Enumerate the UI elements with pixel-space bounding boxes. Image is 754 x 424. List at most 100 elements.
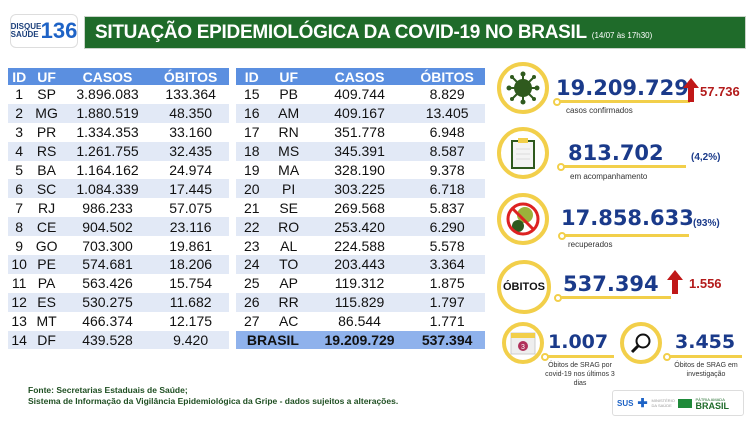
table-cell: 2 bbox=[8, 103, 31, 123]
table-cell: 24.974 bbox=[169, 162, 213, 178]
table-cell: 1.164.162 bbox=[76, 162, 139, 178]
column-header: ID bbox=[236, 68, 268, 85]
deaths-value: 537.394 bbox=[563, 272, 659, 296]
table-header: ID UF CASOS ÓBITOS bbox=[8, 68, 229, 85]
table-cell: 23 bbox=[243, 237, 260, 254]
table-row: 24 TO 203.443 3.364 bbox=[236, 255, 485, 274]
table-cell: 1.084.339 bbox=[62, 179, 153, 199]
table-row: 11 PA 563.426 15.754 bbox=[8, 274, 229, 293]
table-row: 4 RS 1.261.755 32.435 bbox=[8, 141, 229, 161]
logo-line1: DISQUE bbox=[10, 22, 42, 31]
table-cell: 20 bbox=[236, 179, 268, 199]
recovered-label: recuperados bbox=[568, 240, 613, 249]
table-cell: 11.682 bbox=[152, 292, 229, 312]
table-cell: RS bbox=[30, 141, 63, 161]
table-cell: 530.275 bbox=[62, 292, 153, 312]
table-cell: 1 bbox=[15, 86, 24, 103]
table-cell: MT bbox=[36, 313, 57, 330]
table-cell: 6 bbox=[8, 179, 31, 199]
table-cell: 17 bbox=[243, 124, 260, 141]
table-cell: 27 bbox=[243, 313, 260, 330]
table-cell: PE bbox=[30, 255, 63, 274]
deaths-badge: ÓBITOS bbox=[497, 260, 551, 314]
table-cell: PI bbox=[267, 179, 310, 199]
table-cell: 986.233 bbox=[82, 199, 133, 216]
table-cell: 563.426 bbox=[82, 275, 133, 292]
table-cell: 25 bbox=[243, 275, 260, 292]
ministry-logo: MINISTÉRIO DA SAÚDE bbox=[651, 398, 675, 408]
srag-recent-value: 1.007 bbox=[548, 331, 609, 353]
table-cell: AP bbox=[279, 275, 299, 292]
table-cell: 119.312 bbox=[334, 275, 385, 292]
total-label: BRASIL bbox=[236, 330, 310, 350]
table-cell: RR bbox=[267, 292, 310, 312]
column-header: CASOS bbox=[62, 68, 153, 85]
table-cell: 13.405 bbox=[409, 103, 485, 123]
table-cell: 1.797 bbox=[409, 292, 485, 312]
table-cell: 8 bbox=[8, 217, 31, 237]
table-cell: 345.391 bbox=[309, 141, 410, 161]
table-cell: 86.544 bbox=[338, 313, 381, 330]
total-obitos: 537.394 bbox=[409, 330, 485, 350]
confirmed-label: casos confirmados bbox=[566, 106, 633, 115]
table-row: 18 MS 345.391 8.587 bbox=[236, 141, 485, 161]
table-cell: ES bbox=[30, 292, 63, 312]
table-cell: 9.420 bbox=[152, 330, 229, 350]
calendar-day: 3 bbox=[521, 344, 525, 351]
table-header: ID UF CASOS ÓBITOS bbox=[236, 68, 485, 85]
government-logos: SUS ✚ MINISTÉRIO DA SAÚDE PÁTRIA AMADA BR… bbox=[612, 390, 744, 416]
monitoring-percent: (4,2%) bbox=[691, 152, 721, 163]
table-cell: BA bbox=[37, 162, 56, 178]
table-row: 3 PR 1.334.353 33.160 bbox=[8, 123, 229, 142]
srag-investigation-label: Óbitos de SRAG em investigação bbox=[674, 362, 738, 378]
table-cell: MS bbox=[267, 141, 310, 161]
footer-line1: Fonte: Secretarias Estaduais de Saúde; bbox=[28, 385, 188, 395]
increase-arrow-icon bbox=[667, 270, 683, 294]
table-cell: 12 bbox=[8, 292, 31, 312]
table-cell: 351.778 bbox=[334, 124, 385, 141]
table-cell: 19 bbox=[243, 162, 260, 178]
recovered-percent: (93%) bbox=[693, 218, 720, 229]
table-row: 8 CE 904.502 23.116 bbox=[8, 217, 229, 237]
table-cell: 13 bbox=[11, 313, 27, 330]
confirmed-value: 19.209.729 bbox=[556, 76, 689, 100]
column-header: CASOS bbox=[309, 68, 410, 85]
table-row: 27 AC 86.544 1.771 bbox=[236, 312, 485, 331]
table-cell: 18 bbox=[236, 141, 268, 161]
table-cell: 8.829 bbox=[429, 86, 465, 103]
increase-arrow-icon bbox=[683, 78, 699, 102]
table-cell: 1.771 bbox=[429, 313, 465, 330]
table-cell: CE bbox=[30, 217, 63, 237]
table-cell: PA bbox=[37, 275, 56, 292]
clipboard-icon bbox=[497, 127, 549, 179]
table-row: 22 RO 253.420 6.290 bbox=[236, 217, 485, 237]
table-cell: GO bbox=[35, 237, 58, 254]
table-cell: 1.334.353 bbox=[76, 124, 139, 141]
column-header: ID bbox=[8, 68, 31, 85]
deaths-increase: 1.556 bbox=[689, 276, 722, 291]
table-cell: 12.175 bbox=[169, 313, 213, 330]
total-casos: 19.209.729 bbox=[309, 330, 410, 350]
table-row: 26 RR 115.829 1.797 bbox=[236, 292, 485, 312]
table-cell: 8.587 bbox=[409, 141, 485, 161]
column-header: ÓBITOS bbox=[152, 68, 229, 85]
column-header: UF bbox=[30, 68, 63, 85]
table-cell: 466.374 bbox=[82, 313, 133, 330]
table-row: 13 MT 466.374 12.175 bbox=[8, 312, 229, 331]
table-cell: 23.116 bbox=[152, 217, 229, 237]
table-cell: 18.206 bbox=[152, 255, 229, 274]
states-table-left: ID UF CASOS ÓBITOS 1 SP 3.896.083 133.364 2 MG 1.8… bbox=[8, 68, 229, 350]
table-cell: MG bbox=[30, 103, 63, 123]
virus-icon bbox=[497, 62, 549, 114]
table-cell: 303.225 bbox=[309, 179, 410, 199]
table-cell: 10 bbox=[8, 255, 31, 274]
srag-recent-label: Óbitos de SRAG por covid-19 nos últimos … bbox=[545, 362, 615, 387]
monitoring-label: em acompanhamento bbox=[570, 172, 648, 181]
table-cell: PB bbox=[279, 86, 299, 103]
table-row: 16 AM 409.167 13.405 bbox=[236, 103, 485, 123]
table-cell: 22 bbox=[236, 217, 268, 237]
deaths-badge-label: ÓBITOS bbox=[503, 281, 545, 293]
table-cell: 33.160 bbox=[169, 124, 213, 141]
table-cell: AM bbox=[267, 103, 310, 123]
calendar-icon: 3 bbox=[502, 322, 544, 364]
